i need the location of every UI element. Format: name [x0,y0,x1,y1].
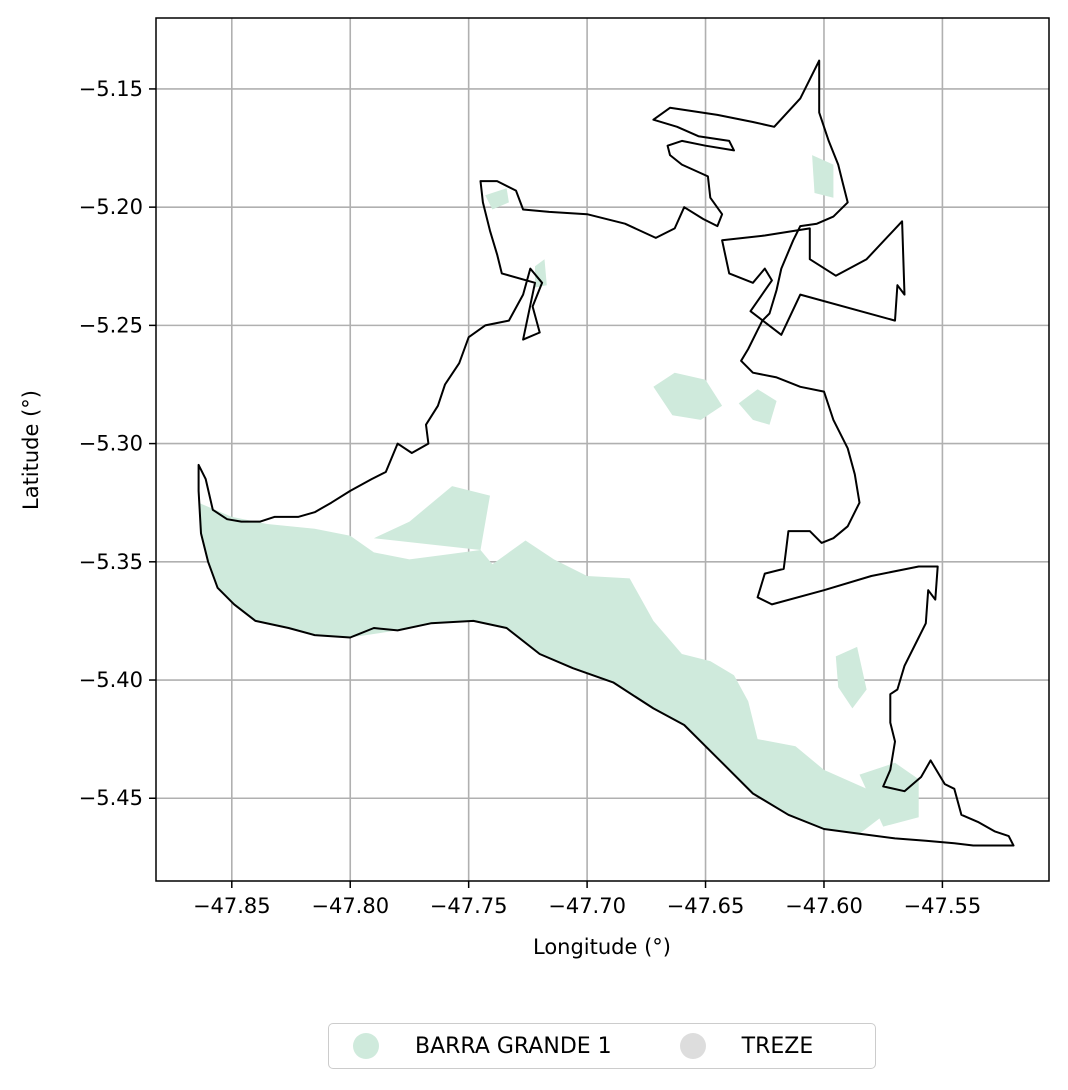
y-tick-label-1: −5.20 [79,195,143,219]
legend-label: TREZE [741,1033,814,1059]
x-tick-label-2: −47.75 [430,894,508,918]
legend-marker-treze [679,1033,706,1059]
barra-grande-1-region-1 [373,486,490,550]
legend-item-treze: TREZE [679,1024,814,1068]
x-tick-label-1: −47.80 [311,894,389,918]
legend-marker-barra-grande-1 [353,1033,379,1059]
y-tick-label-5: −5.40 [79,668,143,692]
plot-frame [155,17,1050,882]
barra-grande-1-region-2 [653,372,723,420]
y-axis-title: Latitude (°) [19,390,43,510]
y-tick-label-2: −5.25 [79,313,143,337]
x-tick-label-0: −47.85 [193,894,271,918]
y-tick-label-4: −5.35 [79,550,143,574]
barra-grande-1-region-5 [835,646,867,709]
barra-grande-1-region-0 [198,502,891,834]
x-tick-label-6: −47.55 [904,894,982,918]
x-tick-label-3: −47.70 [548,894,626,918]
legend-item-barra-grande-1: BARRA GRANDE 1 [353,1024,612,1068]
y-tick-label-6: −5.45 [79,786,143,810]
x-axis-title: Longitude (°) [533,935,671,959]
legend-label: BARRA GRANDE 1 [415,1033,612,1059]
plot-background [156,18,1049,881]
y-ticks: −5.15 −5.20 −5.25 −5.30 −5.35 −5.40 −5.45 [79,77,156,810]
x-tick-label-5: −47.60 [785,894,863,918]
legend: BARRA GRANDE 1 TREZE [328,1023,876,1069]
x-tick-label-4: −47.65 [667,894,745,918]
barra-grande-1-region-3 [812,155,834,198]
barra-grande-1-region-7 [485,188,509,210]
y-tick-label-0: −5.15 [79,77,143,101]
x-ticks: −47.85 −47.80 −47.75 −47.70 −47.65 −47.60 −47.… [193,881,981,918]
barra-grande-1-regions [198,155,919,834]
barra-grande-1-region-6 [738,389,777,425]
boundary [197,59,1015,847]
barra-grande-1-region-4 [859,762,919,827]
inner-boundary [721,220,906,336]
barra-grande-1-region-8 [535,259,547,288]
study-area-boundary [197,59,1015,847]
y-tick-label-3: −5.30 [79,432,143,456]
